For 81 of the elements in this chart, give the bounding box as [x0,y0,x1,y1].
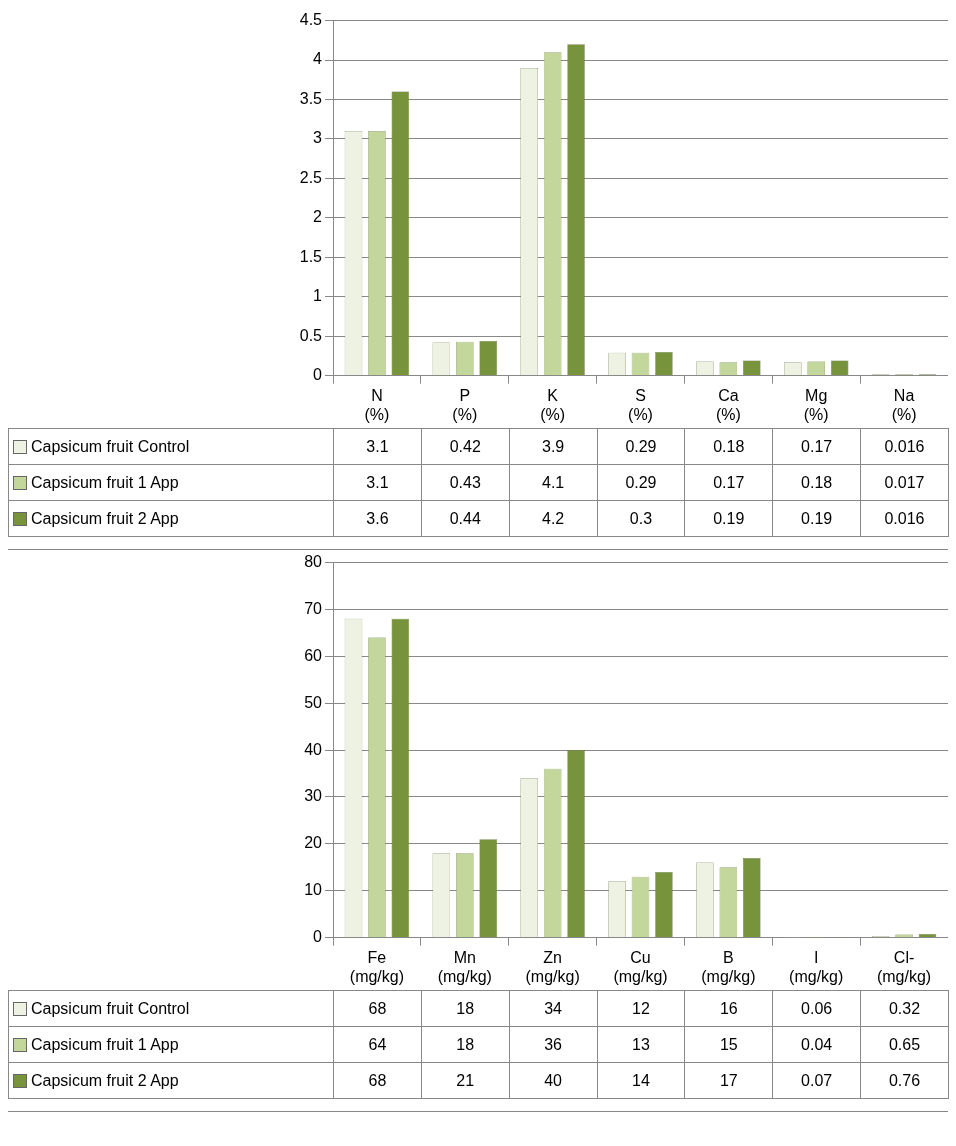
data-label: 0.44 [421,500,510,537]
y-tick-label: 0.5 [299,326,323,344]
data-label: 36 [509,1026,598,1063]
data-label: 0.016 [860,428,949,465]
legend-label: Capsicum fruit Control [31,437,190,455]
x-tick-label: B (mg/kg) [701,948,756,985]
y-tick-label: 3 [313,129,323,147]
x-tick-label: I (mg/kg) [789,948,844,985]
legend-label: Capsicum fruit 1 App [31,473,179,491]
data-label: 3.1 [333,428,422,465]
data-label: 40 [509,1062,598,1099]
x-tick-label: K (%) [540,386,566,423]
data-label: 18 [421,990,510,1027]
data-label: 0.04 [772,1026,861,1063]
data-label: 3.1 [333,464,422,501]
data-label: 3.9 [509,428,598,465]
data-label: 0.07 [772,1062,861,1099]
data-label: 0.016 [860,500,949,537]
y-tick-label: 1 [313,287,323,305]
data-label: 0.29 [597,464,685,501]
y-tick-label: 80 [304,553,323,571]
y-tick-label: 1.5 [299,247,323,265]
data-label: 4.2 [509,500,598,537]
y-tick-label: 40 [304,740,323,758]
data-label: 14 [597,1062,685,1099]
data-label: 0.017 [860,464,949,501]
y-tick-label: 0 [313,928,323,946]
x-tick-label: Ca (%) [715,386,741,423]
x-tick-label: Fe (mg/kg) [349,948,405,985]
y-tick-label: 0 [313,366,323,384]
x-tick-label: Cu (mg/kg) [613,948,668,985]
legend-label: Capsicum fruit 1 App [31,1035,179,1053]
x-tick-label: Mg (%) [803,386,829,423]
data-label: 0.06 [772,990,861,1027]
y-tick-label: 2 [313,208,323,226]
y-tick-label: 70 [304,599,323,617]
y-tick-label: 3.5 [299,89,323,107]
y-tick-label: 60 [304,646,323,664]
x-tick-label: P (%) [452,386,478,423]
data-label: 0.65 [860,1026,949,1063]
data-label: 17 [684,1062,773,1099]
data-label: 3.6 [333,500,422,537]
data-label: 15 [684,1026,773,1063]
data-label: 0.76 [860,1062,949,1099]
data-label: 12 [597,990,685,1027]
y-tick-label: 4.5 [299,11,323,29]
y-tick-label: 10 [304,881,323,899]
data-label: 0.42 [421,428,510,465]
x-tick-label: Zn (mg/kg) [525,948,580,985]
x-tick-label: Cl- (mg/kg) [876,948,932,985]
data-label: 18 [421,1026,510,1063]
y-tick-label: 20 [304,834,323,852]
data-label: 0.19 [684,500,773,537]
data-label: 68 [333,1062,422,1099]
x-tick-label: S (%) [628,386,653,423]
data-label: 0.18 [772,464,861,501]
x-tick-label: Mn (mg/kg) [437,948,492,985]
data-label: 0.17 [772,428,861,465]
y-tick-label: 50 [304,693,323,711]
data-label: 0.19 [772,500,861,537]
data-label: 0.43 [421,464,510,501]
legend-label: Capsicum fruit 2 App [31,1071,179,1089]
legend-label: Capsicum fruit 2 App [31,509,179,527]
data-label: 4.1 [509,464,598,501]
data-label: 34 [509,990,598,1027]
x-tick-label: Na (%) [891,386,917,423]
data-label: 64 [333,1026,422,1063]
data-label: 16 [684,990,773,1027]
data-label: 0.17 [684,464,773,501]
legend-label: Capsicum fruit Control [31,999,190,1017]
y-tick-label: 4 [313,50,323,68]
data-label: 0.18 [684,428,773,465]
data-label: 21 [421,1062,510,1099]
data-label: 0.3 [597,500,685,537]
y-tick-label: 30 [304,787,323,805]
data-label: 0.29 [597,428,685,465]
y-tick-label: 2.5 [299,168,323,186]
data-label: 0.32 [860,990,949,1027]
x-tick-label: N (%) [364,386,390,423]
data-label: 13 [597,1026,685,1063]
data-label: 68 [333,990,422,1027]
